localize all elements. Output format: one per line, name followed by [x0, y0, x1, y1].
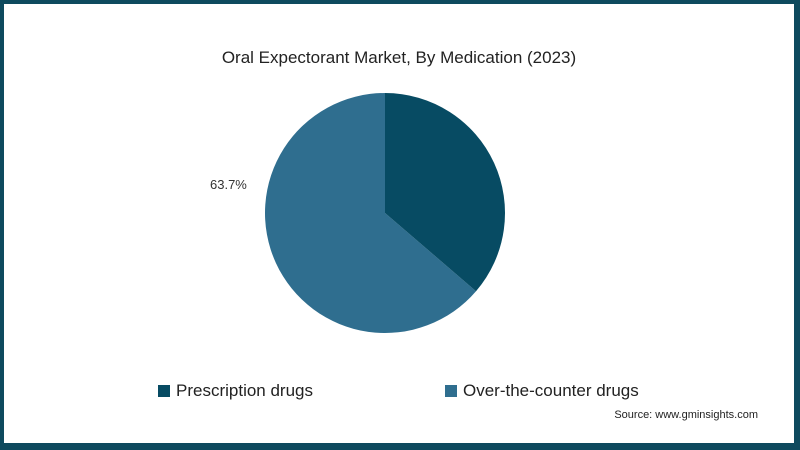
- pie-chart: [261, 89, 509, 337]
- pie-slice-prescription[interactable]: [385, 93, 505, 292]
- chart-title: Oral Expectorant Market, By Medication (…: [221, 48, 577, 67]
- legend-swatch-icon: [445, 385, 457, 397]
- legend-item-prescription[interactable]: Prescription drugs: [158, 381, 313, 401]
- slice-label-otc: 63.7%: [210, 177, 247, 192]
- legend-label: Prescription drugs: [176, 381, 314, 400]
- pie-slice-over-the-counter[interactable]: [265, 93, 477, 333]
- legend: Prescription drugs Over-the-counter drug…: [4, 381, 794, 405]
- source-note: Source: www.gminsights.com: [614, 409, 758, 421]
- legend-swatch-icon: [158, 385, 170, 397]
- chart-frame: Oral Expectorant Market, By Medication (…: [4, 4, 794, 443]
- legend-label: Over-the-counter drugs: [463, 381, 639, 400]
- legend-item-otc[interactable]: Over-the-counter drugs: [445, 381, 639, 401]
